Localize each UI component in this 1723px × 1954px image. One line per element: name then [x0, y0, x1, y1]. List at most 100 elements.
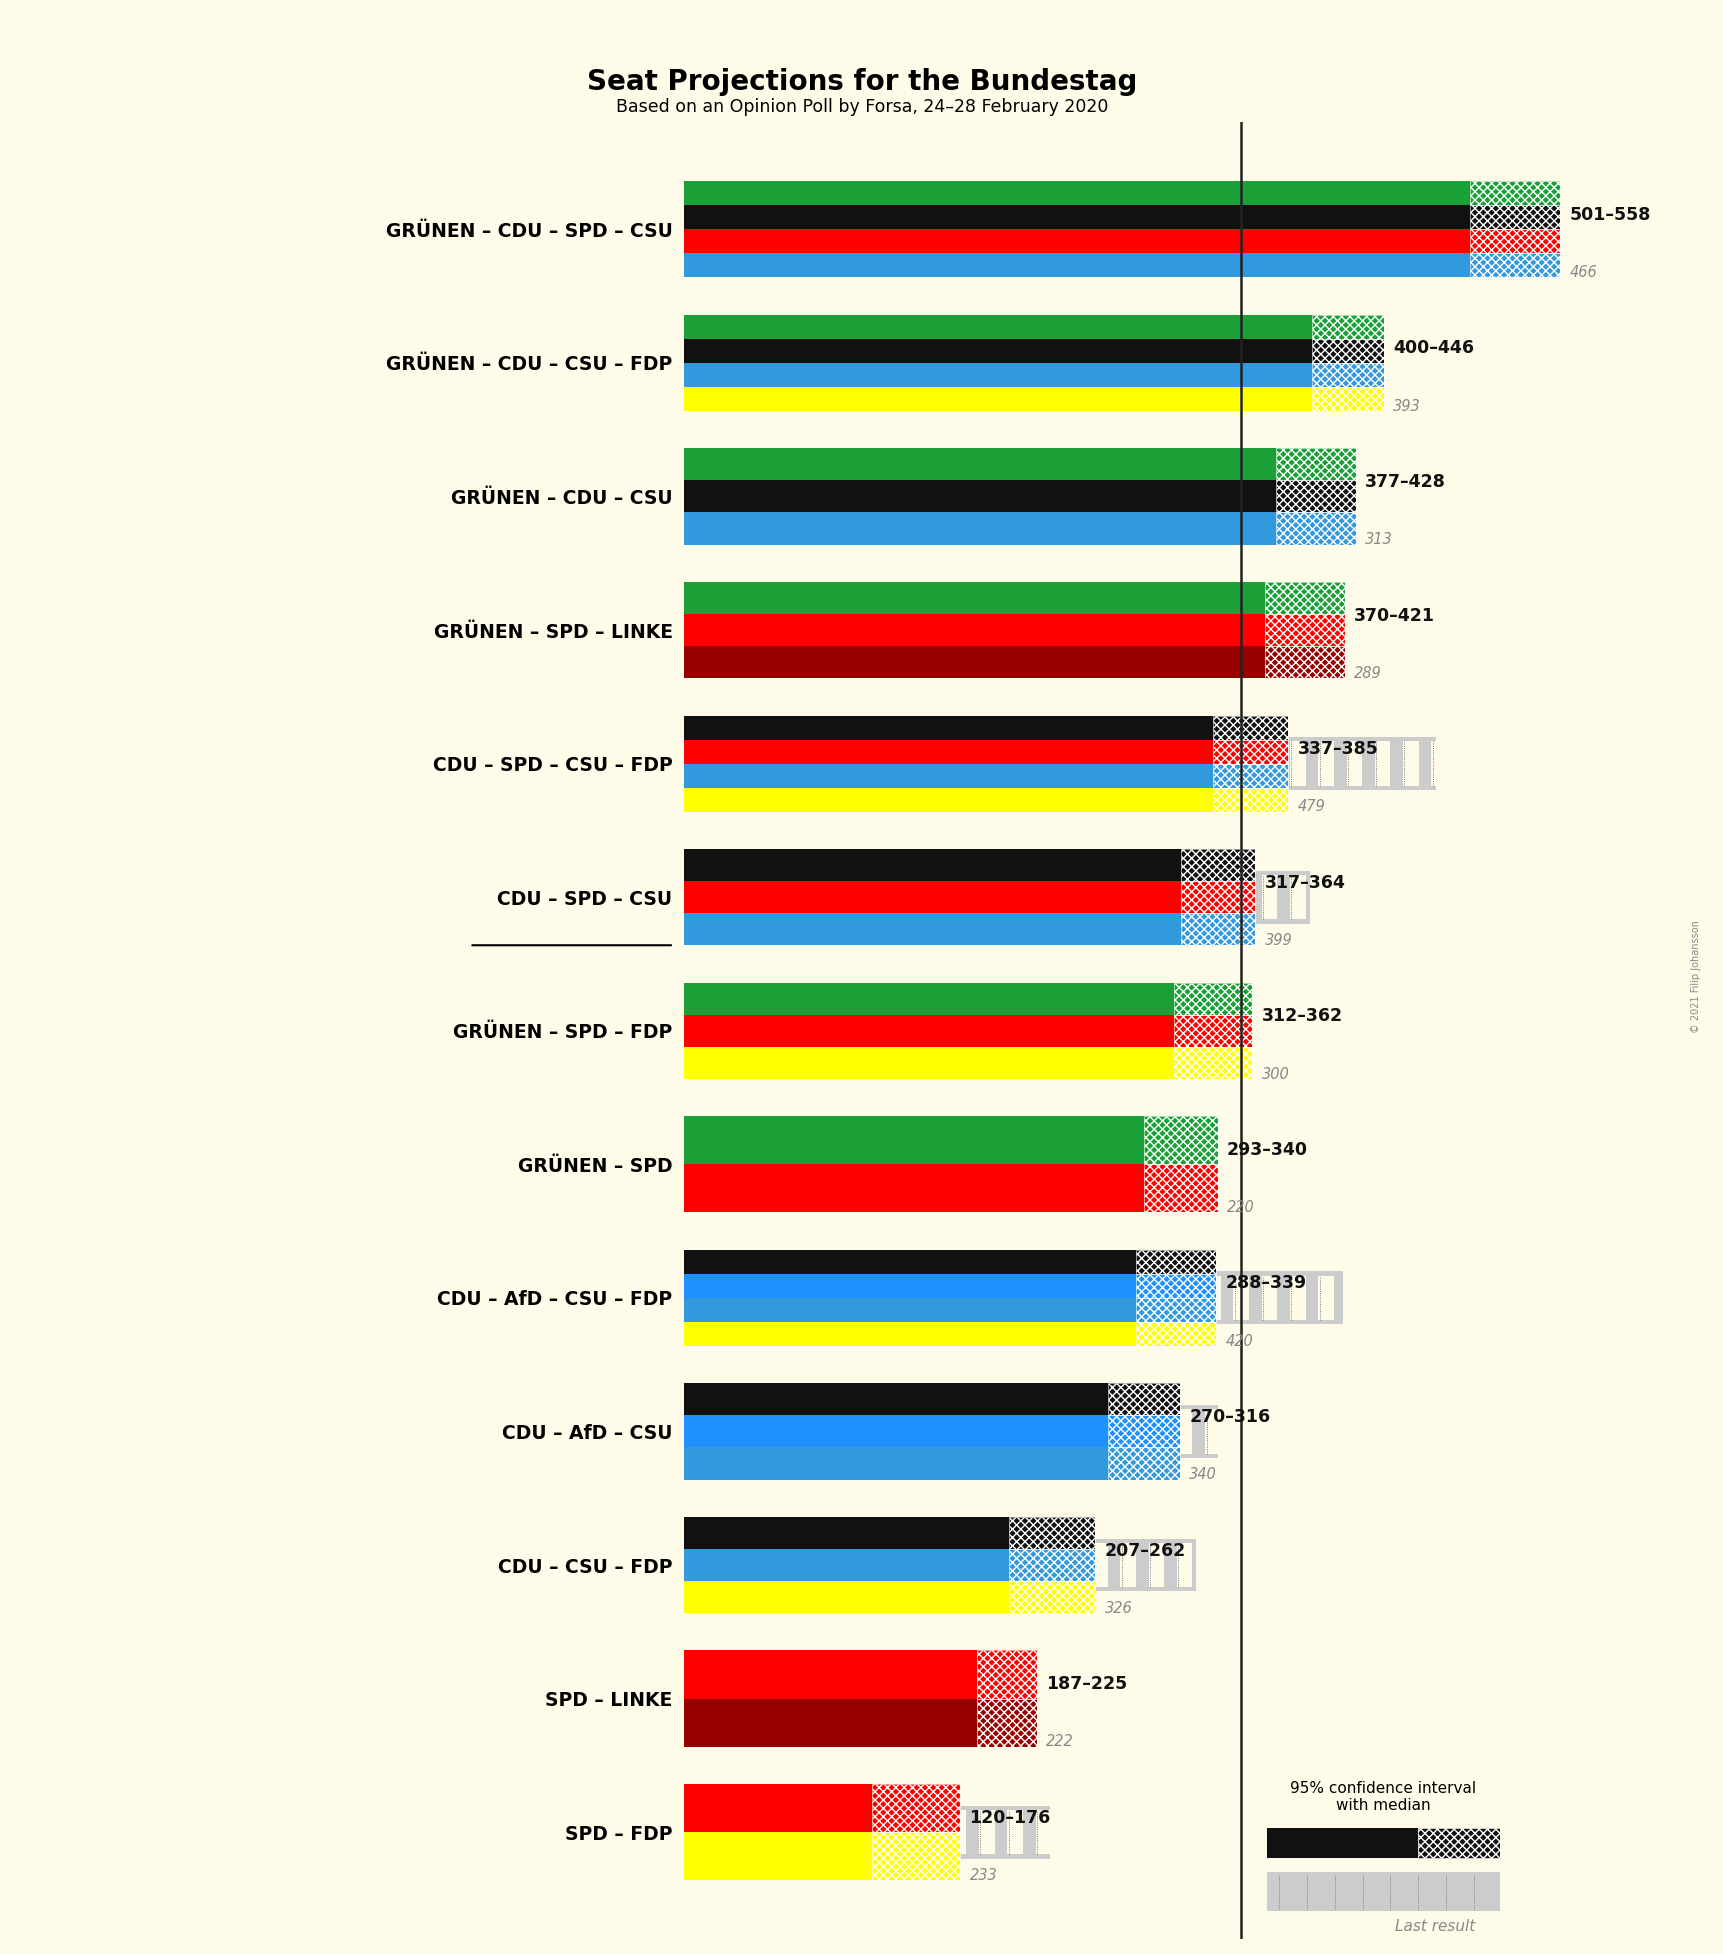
- Bar: [1289, 475, 1304, 518]
- Bar: [977, 1651, 1036, 1698]
- Bar: [684, 604, 1344, 657]
- Bar: [753, 1677, 768, 1721]
- Bar: [1036, 875, 1051, 920]
- Bar: [1470, 229, 1559, 254]
- Bar: [1006, 1276, 1022, 1321]
- Bar: [1148, 1276, 1163, 1321]
- Bar: [1180, 881, 1254, 913]
- Bar: [1213, 715, 1287, 739]
- Text: 187–225: 187–225: [1046, 1675, 1127, 1694]
- Bar: [696, 1677, 712, 1721]
- Bar: [1318, 475, 1334, 518]
- Bar: [922, 340, 937, 385]
- Bar: [894, 340, 910, 385]
- Text: 95% confidence interval
with median: 95% confidence interval with median: [1291, 1780, 1475, 1813]
- Bar: [979, 1544, 994, 1587]
- Text: 293–340: 293–340: [1227, 1141, 1308, 1159]
- Bar: [684, 512, 1275, 545]
- Bar: [1120, 340, 1135, 385]
- Bar: [724, 340, 739, 385]
- Bar: [1173, 1014, 1251, 1047]
- Bar: [837, 875, 853, 920]
- Bar: [684, 983, 1173, 1014]
- Text: 399: 399: [1265, 932, 1292, 948]
- Bar: [837, 1809, 853, 1854]
- Bar: [1091, 741, 1106, 786]
- Bar: [1515, 207, 1530, 252]
- Text: 337–385: 337–385: [1297, 741, 1378, 758]
- Bar: [1213, 739, 1287, 764]
- Bar: [1265, 647, 1344, 678]
- Bar: [977, 1651, 1036, 1698]
- Bar: [1148, 875, 1163, 920]
- Bar: [1232, 741, 1247, 786]
- Bar: [949, 608, 967, 653]
- Bar: [1177, 1544, 1192, 1587]
- Bar: [684, 1833, 872, 1880]
- Bar: [1180, 913, 1254, 946]
- Bar: [684, 471, 1354, 524]
- Bar: [1063, 1409, 1079, 1454]
- Bar: [1135, 1251, 1215, 1274]
- Bar: [979, 1276, 994, 1321]
- Bar: [684, 363, 1311, 387]
- Bar: [684, 1805, 1049, 1858]
- Bar: [865, 475, 880, 518]
- Bar: [865, 741, 880, 786]
- Bar: [1148, 340, 1163, 385]
- Bar: [1232, 475, 1247, 518]
- Bar: [724, 1141, 739, 1186]
- Bar: [781, 741, 796, 786]
- Bar: [1289, 1276, 1304, 1321]
- Bar: [696, 207, 712, 252]
- Bar: [979, 340, 994, 385]
- Bar: [1261, 1276, 1277, 1321]
- Bar: [979, 1809, 994, 1854]
- Bar: [1063, 1544, 1079, 1587]
- Bar: [696, 1141, 712, 1186]
- Bar: [1142, 1116, 1216, 1165]
- Bar: [696, 875, 712, 920]
- Bar: [781, 1141, 796, 1186]
- Bar: [1289, 340, 1304, 385]
- Bar: [1120, 1544, 1135, 1587]
- Bar: [949, 475, 967, 518]
- Bar: [1470, 254, 1559, 277]
- Bar: [1265, 582, 1344, 614]
- Bar: [696, 1409, 712, 1454]
- Bar: [894, 1409, 910, 1454]
- Bar: [922, 741, 937, 786]
- Bar: [894, 1544, 910, 1587]
- Bar: [1232, 875, 1247, 920]
- Bar: [1204, 1008, 1220, 1053]
- Bar: [753, 1809, 768, 1854]
- Bar: [1036, 1008, 1051, 1053]
- Bar: [684, 205, 1470, 229]
- Bar: [1148, 475, 1163, 518]
- Bar: [753, 340, 768, 385]
- Bar: [1204, 741, 1220, 786]
- Bar: [1006, 875, 1022, 920]
- Bar: [684, 1116, 1142, 1165]
- Text: 377–428: 377–428: [1365, 473, 1446, 490]
- Bar: [979, 875, 994, 920]
- Bar: [724, 608, 739, 653]
- Bar: [1177, 475, 1192, 518]
- Bar: [1135, 1274, 1215, 1297]
- Bar: [922, 1276, 937, 1321]
- Bar: [977, 1698, 1036, 1747]
- Bar: [1180, 913, 1254, 946]
- Bar: [696, 475, 712, 518]
- Bar: [1275, 447, 1354, 481]
- Bar: [865, 340, 880, 385]
- Bar: [810, 608, 825, 653]
- Bar: [1346, 340, 1361, 385]
- Bar: [696, 1809, 712, 1854]
- Bar: [684, 1784, 872, 1833]
- Bar: [837, 1409, 853, 1454]
- Text: 370–421: 370–421: [1353, 606, 1434, 625]
- Bar: [1177, 340, 1192, 385]
- Bar: [949, 1276, 967, 1321]
- Bar: [1544, 207, 1559, 252]
- Text: 340: 340: [1189, 1467, 1216, 1483]
